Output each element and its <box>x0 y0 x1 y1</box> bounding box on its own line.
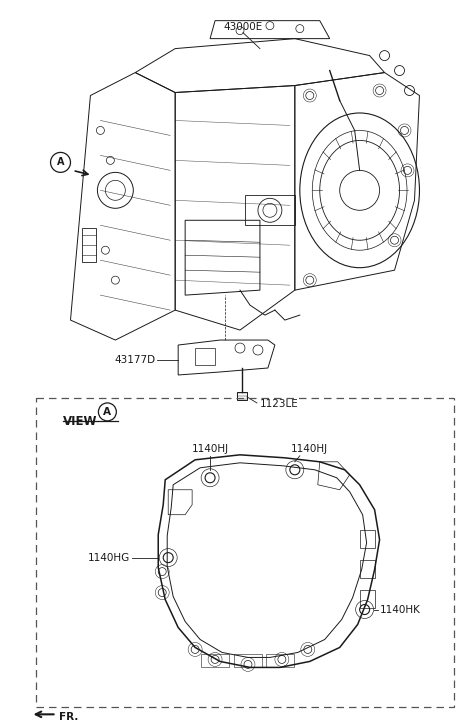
Text: 1140HK: 1140HK <box>380 605 420 614</box>
Text: 43177D: 43177D <box>114 355 155 365</box>
Text: FR.: FR. <box>58 712 78 723</box>
Text: 43000E: 43000E <box>223 22 263 32</box>
Text: VIEW: VIEW <box>63 415 97 428</box>
Text: 1123LE: 1123LE <box>260 399 299 409</box>
Text: A: A <box>57 157 64 167</box>
Text: A: A <box>104 407 111 417</box>
Text: 1140HG: 1140HG <box>88 553 130 563</box>
Text: 1140HJ: 1140HJ <box>191 443 228 454</box>
Text: 1140HJ: 1140HJ <box>291 443 328 454</box>
